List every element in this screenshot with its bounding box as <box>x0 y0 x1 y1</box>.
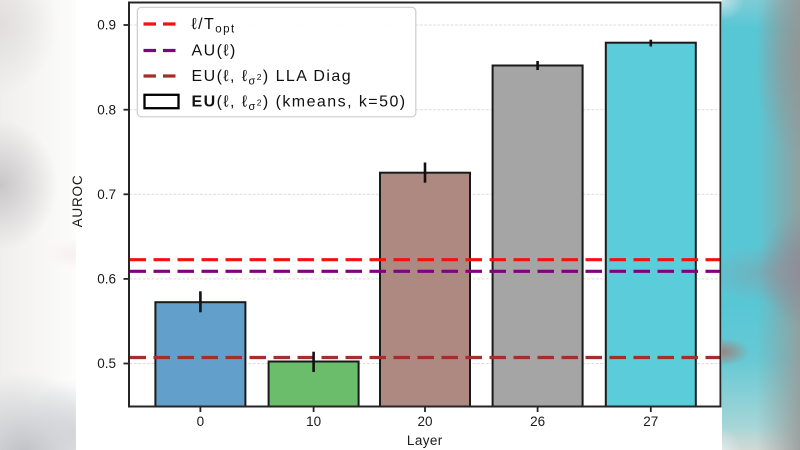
svg-text:27: 27 <box>643 414 658 429</box>
svg-text:EU(ℓ, ℓσ2) LLA Diag: EU(ℓ, ℓσ2) LLA Diag <box>192 68 353 88</box>
svg-text:10: 10 <box>306 414 321 429</box>
svg-text:26: 26 <box>530 414 545 429</box>
svg-text:AU(ℓ): AU(ℓ) <box>192 43 237 60</box>
svg-text:0.7: 0.7 <box>97 187 116 202</box>
svg-text:EU(ℓ, ℓσ2) (kmeans, k=50): EU(ℓ, ℓσ2) (kmeans, k=50) <box>192 94 407 114</box>
svg-text:0.9: 0.9 <box>97 18 116 33</box>
svg-text:0.8: 0.8 <box>97 102 116 117</box>
svg-text:AUROC: AUROC <box>70 175 85 228</box>
svg-text:0: 0 <box>197 414 205 429</box>
svg-text:20: 20 <box>417 414 432 429</box>
svg-text:Layer: Layer <box>407 433 443 448</box>
svg-text:0.6: 0.6 <box>97 272 116 287</box>
svg-text:0.5: 0.5 <box>97 356 116 371</box>
